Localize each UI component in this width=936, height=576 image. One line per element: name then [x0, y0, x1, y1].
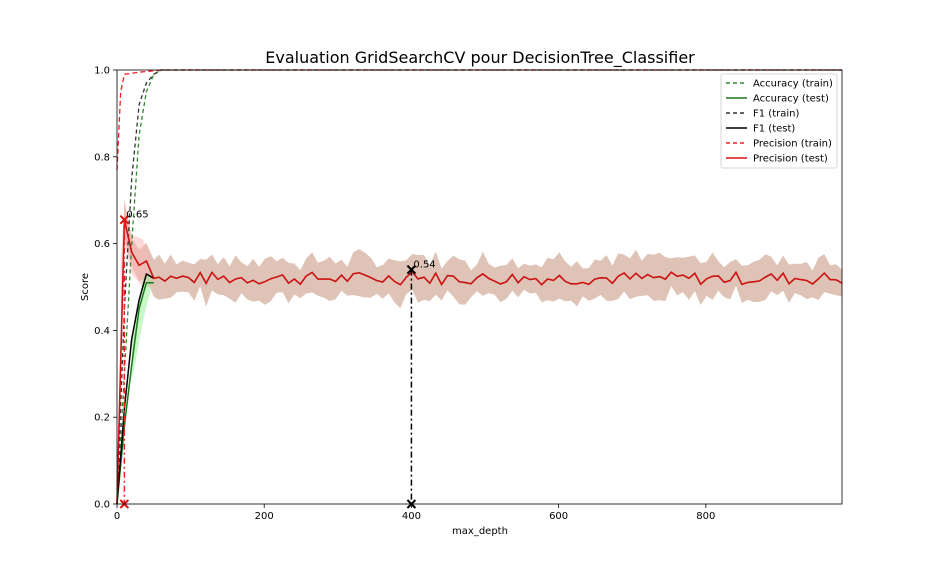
- y-tick-label-1: 0.2: [94, 413, 110, 424]
- legend-box: [720, 73, 838, 169]
- legend-label-2: F1 (train): [753, 109, 799, 120]
- y-tick-label-0: 0.0: [94, 500, 110, 511]
- annotation-1: 0.54: [413, 260, 435, 271]
- x-axis-label: max_depth: [452, 526, 508, 537]
- x-tick-label-4: 800: [696, 511, 715, 522]
- series-f1-test: [116, 272, 155, 505]
- chart-title: Evaluation GridSearchCV pour DecisionTre…: [265, 48, 695, 68]
- legend: Accuracy (train) Accuracy (test) F1 (train…: [720, 73, 838, 169]
- accuracy-std-band: [131, 274, 151, 383]
- y-tick-label-3: 0.6: [94, 239, 110, 250]
- plot-frame: [116, 69, 843, 505]
- y-tick-label-5: 1.0: [94, 66, 110, 77]
- legend-label-3: F1 (test): [753, 124, 795, 135]
- series-accuracy-test: [116, 281, 154, 505]
- legend-label-5: Precision (test): [753, 154, 828, 165]
- x-tick-label-1: 200: [255, 511, 274, 522]
- plot-area: 0.65 0.54: [116, 69, 843, 523]
- precision-best-x: [119, 215, 130, 225]
- y-tick-label-4: 0.8: [94, 152, 110, 163]
- x-tick-label-2: 400: [402, 511, 421, 522]
- y-tick-label-2: 0.4: [94, 326, 110, 337]
- x-tick-label-0: 0: [114, 511, 120, 522]
- f1-best-x: [406, 264, 417, 275]
- f1-best-x-b: [406, 264, 417, 275]
- legend-label-1: Accuracy (test): [753, 94, 829, 105]
- legend-label-4: Precision (train): [753, 139, 832, 150]
- precision-best-x-b: [119, 215, 130, 225]
- series-precision-test: [116, 219, 843, 505]
- series-precision-train: [116, 69, 842, 170]
- annotation-0: 0.65: [126, 210, 148, 221]
- x-tick-label-3: 600: [549, 511, 568, 522]
- legend-label-0: Accuracy (train): [753, 79, 833, 90]
- std-band: [117, 200, 842, 523]
- axes: 0 200 400 600 800 0.0 0.2 0.4 0.6 0.8 1.0: [94, 66, 715, 523]
- y-axis-label: Score: [80, 273, 91, 301]
